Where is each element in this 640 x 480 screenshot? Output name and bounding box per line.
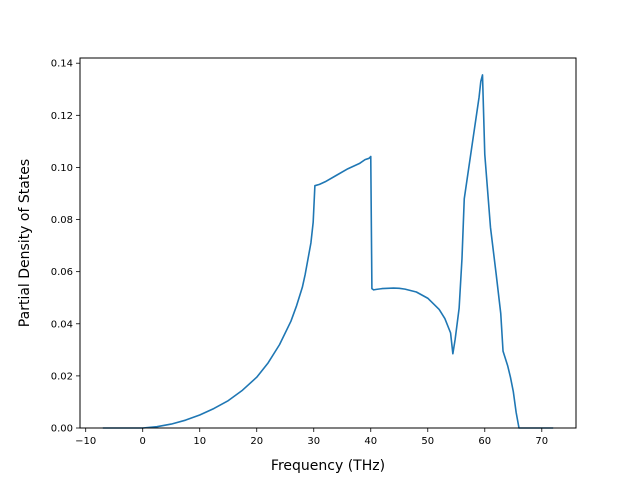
y-tick-label: 0.04 (51, 319, 73, 330)
plot-frame (79, 57, 577, 429)
x-tick-label: 50 (421, 436, 434, 447)
y-tick-label: 0.12 (51, 111, 73, 122)
y-tick-label: 0.02 (51, 371, 73, 382)
y-axis-ticks: 0.00 0.02 0.04 0.06 0.08 0.10 0.12 0.14 (51, 59, 80, 435)
y-tick-label: 0.08 (51, 215, 73, 226)
x-tick-label: 70 (535, 436, 548, 447)
pdos-series-line (102, 74, 554, 429)
y-tick-label: 0.10 (51, 163, 73, 174)
plot-background (80, 58, 576, 428)
y-tick-label: 0.14 (51, 59, 73, 70)
y-tick-label: 0.00 (51, 424, 73, 435)
x-tick-label: −10 (75, 436, 96, 447)
x-tick-label: 20 (250, 436, 263, 447)
x-tick-label: 0 (140, 436, 146, 447)
x-tick-label: 10 (193, 436, 206, 447)
x-tick-label: 30 (307, 436, 320, 447)
y-axis-label: Partial Density of States (17, 159, 33, 327)
x-axis-label: Frequency (THz) (271, 458, 385, 474)
series-layer (102, 74, 554, 429)
y-tick-label: 0.06 (51, 267, 73, 278)
x-tick-label: 40 (364, 436, 377, 447)
x-axis-ticks: −10 0 10 20 30 40 50 60 70 (75, 428, 548, 447)
x-tick-label: 60 (478, 436, 491, 447)
